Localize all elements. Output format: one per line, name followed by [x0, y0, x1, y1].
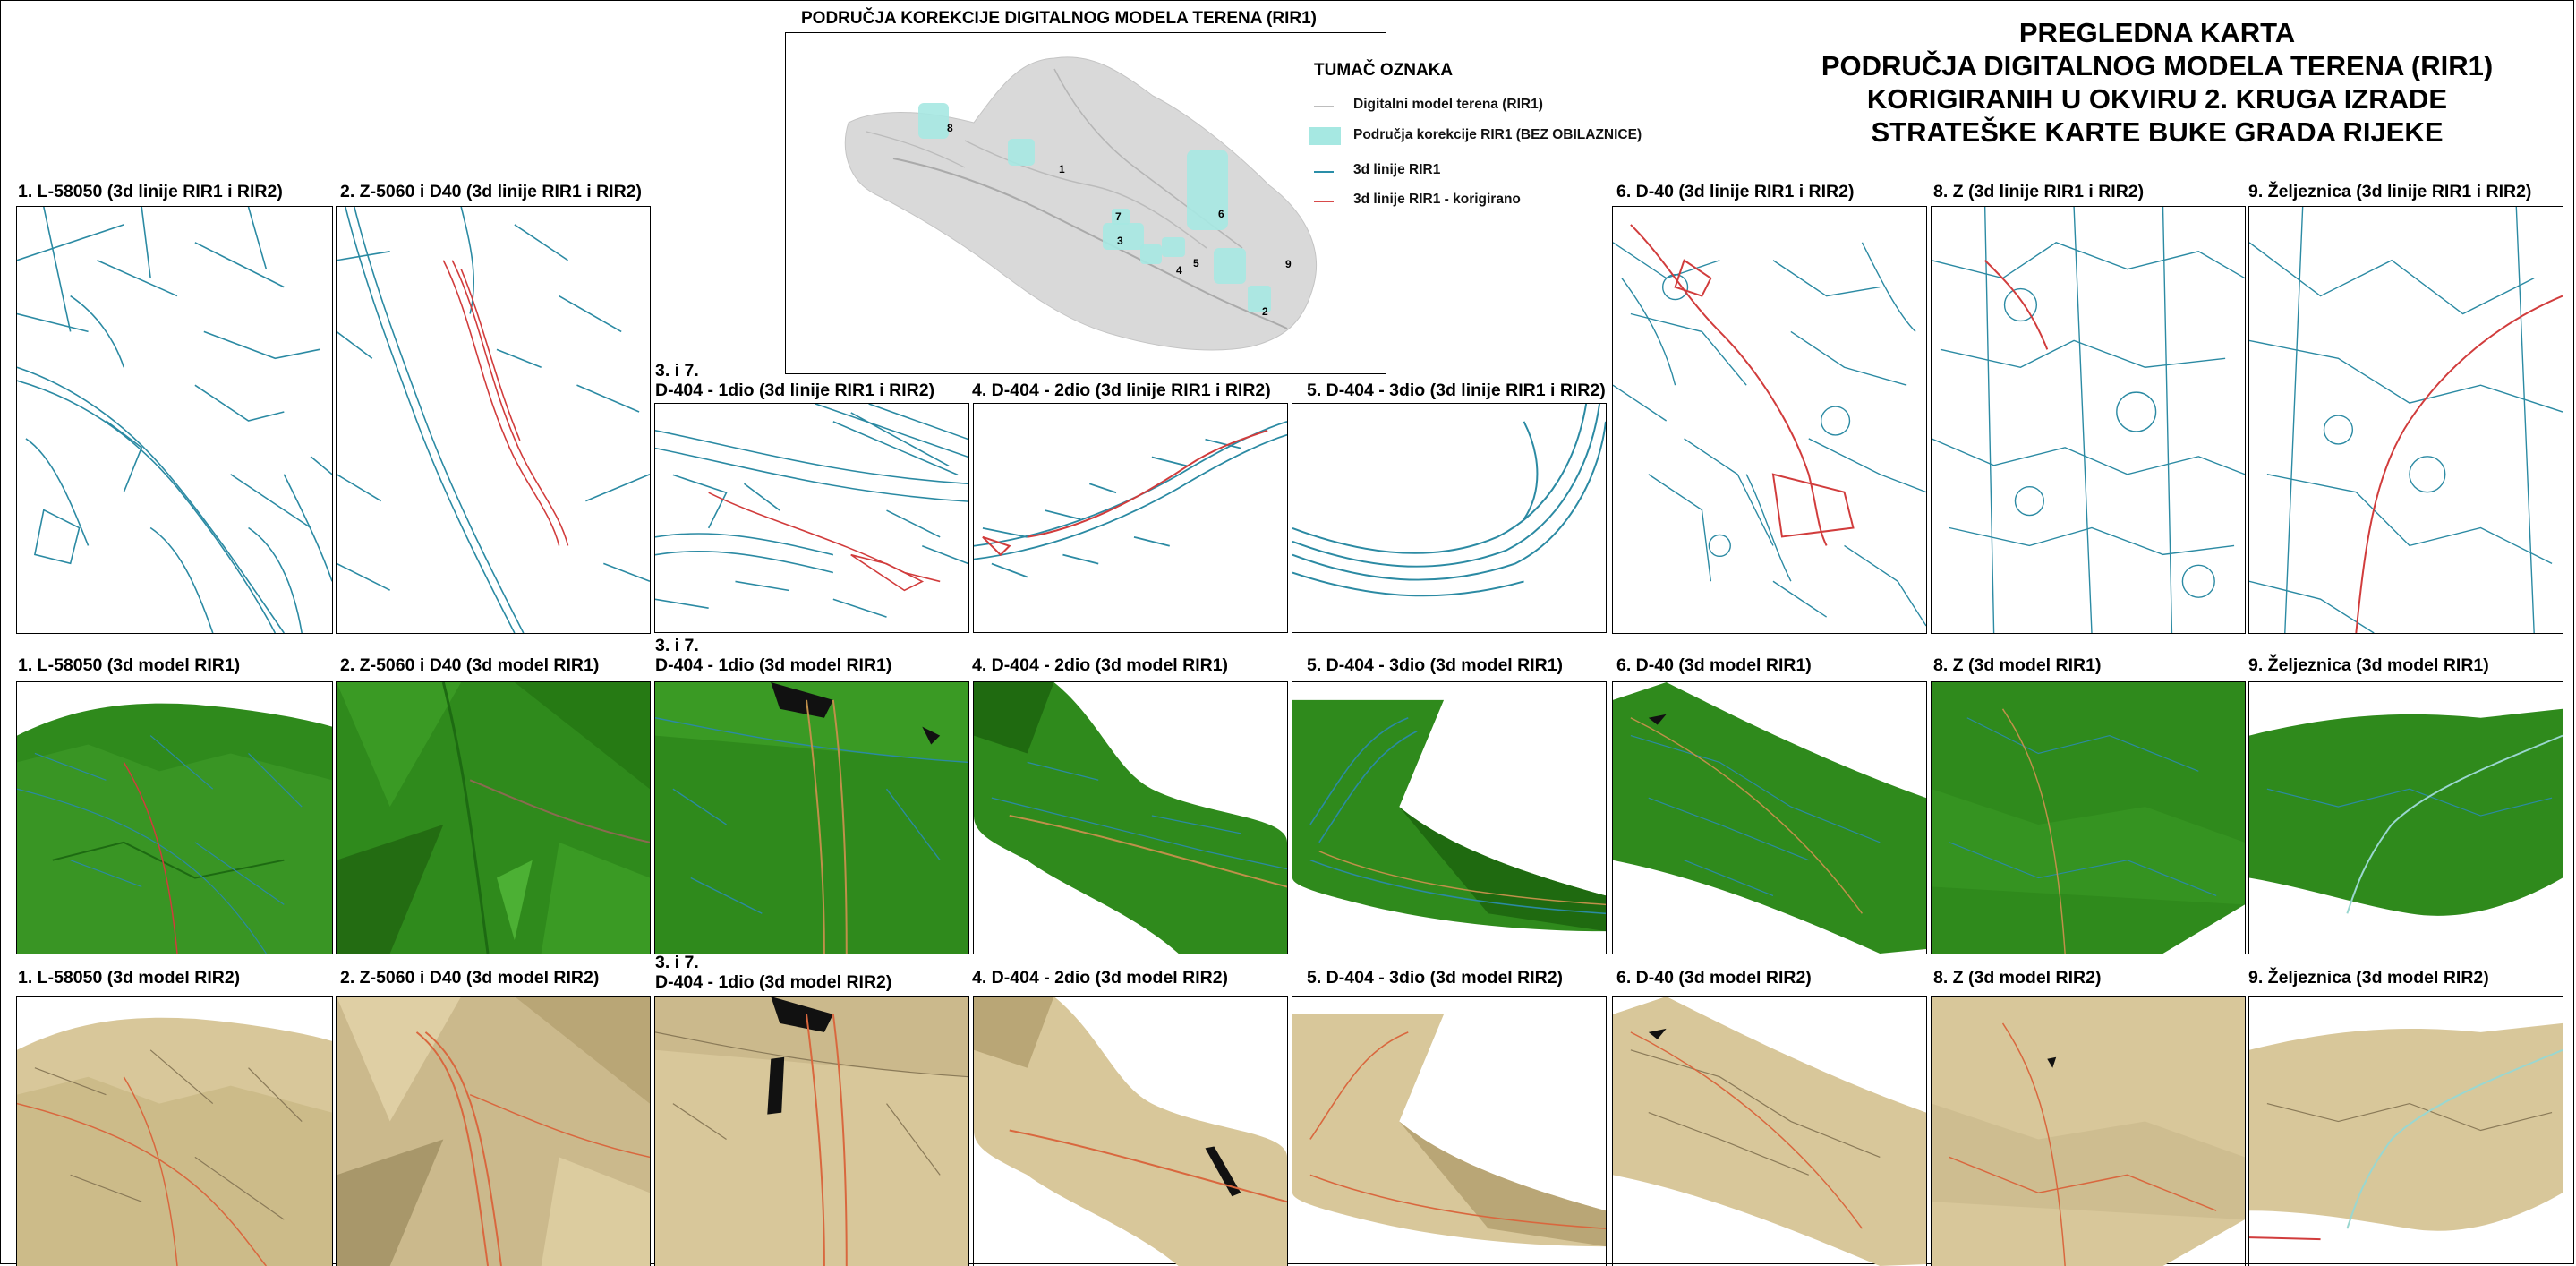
panel-r3-8-tan-model: [1931, 996, 2246, 1266]
panel-r3-9-tan-model: [2248, 996, 2563, 1266]
overview-title: PODRUČJA KOREKCIJE DIGITALNOG MODELA TER…: [801, 9, 1318, 28]
legend-symbol-3d-lines: [1314, 171, 1334, 173]
legend-item-3d-lines-corrected: 3d linije RIR1 - korigirano: [1353, 192, 1521, 207]
panel-r1-6-lines: [1612, 206, 1927, 634]
panel-label-r1-5: 5. D-404 - 3dio (3d linije RIR1 i RIR2): [1307, 381, 1606, 400]
panel-r1-5-lines: [1292, 403, 1607, 633]
panel-label-r1-3b: D-404 - 1dio (3d linije RIR1 i RIR2): [655, 381, 935, 400]
panel-label-r1-9: 9. Željeznica (3d linije RIR1 i RIR2): [2248, 182, 2532, 201]
title-line-4: STRATEŠKE KARTE BUKE GRADA RIJEKE: [1871, 116, 2444, 148]
zone-label-2: 2: [1262, 305, 1268, 318]
panel-label-r1-6: 6. D-40 (3d linije RIR1 i RIR2): [1616, 182, 1855, 201]
legend-item-correction-area: Područja korekcije RIR1 (BEZ OBILAZNICE): [1353, 127, 1642, 142]
panel-label-r1-3a: 3. i 7.: [655, 361, 699, 381]
panel-r2-2-green-model: [336, 681, 651, 954]
panel-label-r3-9: 9. Željeznica (3d model RIR2): [2248, 968, 2489, 988]
panel-label-r3-6: 6. D-40 (3d model RIR2): [1616, 968, 1812, 988]
legend-symbol-3d-lines-corrected: [1314, 201, 1334, 202]
legend-title: TUMAČ OZNAKA: [1314, 61, 1454, 80]
panel-r3-6-tan-model: [1612, 996, 1927, 1266]
panel-label-r1-1: 1. L-58050 (3d linije RIR1 i RIR2): [18, 182, 283, 201]
panel-label-r3-4: 4. D-404 - 2dio (3d model RIR2): [972, 968, 1229, 988]
legend-item-3d-lines: 3d linije RIR1: [1353, 162, 1441, 177]
panel-r2-9-green-model: [2248, 681, 2563, 954]
title-line-1: PREGLEDNA KARTA: [2018, 17, 2296, 48]
zone-label-5: 5: [1193, 257, 1199, 269]
panel-label-r2-8: 8. Z (3d model RIR1): [1933, 655, 2102, 675]
panel-label-r2-2: 2. Z-5060 i D40 (3d model RIR1): [340, 655, 600, 675]
zone-label-1: 1: [1059, 163, 1065, 175]
panel-label-r2-1: 1. L-58050 (3d model RIR1): [18, 655, 241, 675]
panel-label-r3-1: 1. L-58050 (3d model RIR2): [18, 968, 241, 988]
zone-label-7: 7: [1115, 210, 1122, 223]
legend-symbol-dmt: [1314, 106, 1334, 107]
panel-r2-3-green-model: [654, 681, 969, 954]
overview-map: 8 1 6 3 7 4 5 9 2: [785, 32, 1386, 374]
panel-r3-1-tan-model: [16, 996, 333, 1266]
overview-map-drawing: 8 1 6 3 7 4 5 9 2: [844, 56, 1318, 351]
panel-r2-8-green-model: [1931, 681, 2246, 954]
sheet-title: PREGLEDNA KARTA PODRUČJA DIGITALNOG MODE…: [1754, 16, 2560, 149]
legend-item-dmt: Digitalni model terena (RIR1): [1353, 97, 1543, 112]
panel-label-r2-9: 9. Željeznica (3d model RIR1): [2248, 655, 2489, 675]
panel-label-r3-3b: D-404 - 1dio (3d model RIR2): [655, 972, 892, 992]
panel-label-r3-5: 5. D-404 - 3dio (3d model RIR2): [1307, 968, 1564, 988]
zone-label-9: 9: [1285, 258, 1292, 270]
panel-r1-9-lines: [2248, 206, 2563, 634]
panel-label-r1-8: 8. Z (3d linije RIR1 i RIR2): [1933, 182, 2145, 201]
panel-label-r2-5: 5. D-404 - 3dio (3d model RIR1): [1307, 655, 1564, 675]
panel-r1-4-lines: [973, 403, 1288, 633]
title-line-2: PODRUČJA DIGITALNOG MODELA TERENA (RIR1): [1821, 50, 2494, 81]
panel-r2-6-green-model: [1612, 681, 1927, 954]
panel-label-r3-2: 2. Z-5060 i D40 (3d model RIR2): [340, 968, 600, 988]
panel-r1-8-lines: [1931, 206, 2246, 634]
panel-r2-4-green-model: [973, 681, 1288, 954]
zone-label-4: 4: [1176, 264, 1182, 277]
panel-r3-3-tan-model: [654, 996, 969, 1266]
zone-label-3: 3: [1117, 235, 1123, 247]
panel-label-r2-6: 6. D-40 (3d model RIR1): [1616, 655, 1812, 675]
panel-r3-5-tan-model: [1292, 996, 1607, 1266]
panel-label-r2-4: 4. D-404 - 2dio (3d model RIR1): [972, 655, 1229, 675]
panel-label-r1-4: 4. D-404 - 2dio (3d linije RIR1 i RIR2): [972, 381, 1271, 400]
panel-label-r3-8: 8. Z (3d model RIR2): [1933, 968, 2102, 988]
legend-symbol-correction-area: [1309, 127, 1341, 145]
panel-r1-2-lines: [336, 206, 651, 634]
panel-r1-3-lines: [654, 403, 969, 633]
panel-r1-1-lines: [16, 206, 333, 634]
panel-r3-2-tan-model: [336, 996, 651, 1266]
panel-label-r1-2: 2. Z-5060 i D40 (3d linije RIR1 i RIR2): [340, 182, 643, 201]
panel-r3-4-tan-model: [973, 996, 1288, 1266]
title-line-3: KORIGIRANIH U OKVIRU 2. KRUGA IZRADE: [1866, 83, 2448, 115]
panel-label-r2-3b: D-404 - 1dio (3d model RIR1): [655, 655, 892, 675]
panel-label-r2-3a: 3. i 7.: [655, 636, 699, 655]
zone-label-8: 8: [947, 122, 953, 134]
zone-label-6: 6: [1218, 208, 1224, 220]
panel-r2-5-green-model: [1292, 681, 1607, 954]
panel-label-r3-3a: 3. i 7.: [655, 953, 699, 972]
panel-r2-1-green-model: [16, 681, 333, 954]
